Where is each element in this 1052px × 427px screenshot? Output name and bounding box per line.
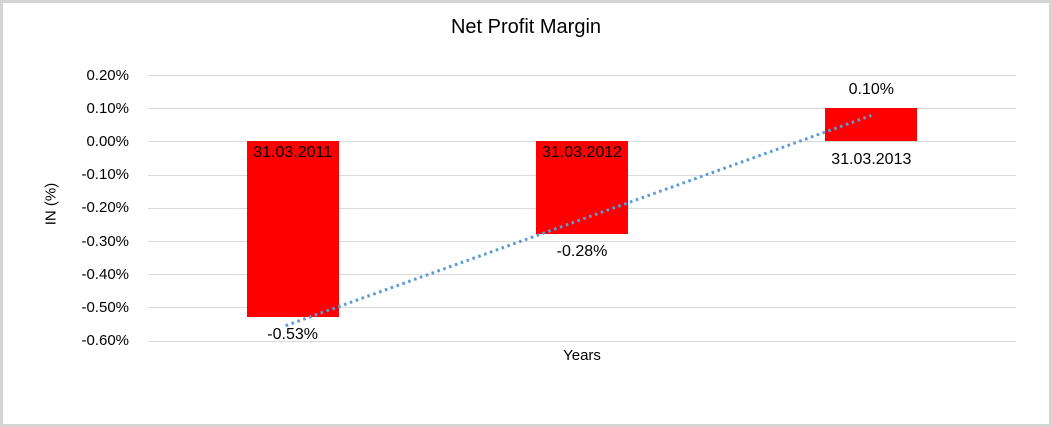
y-axis-tick-label: -0.20% [81,199,129,217]
bar-31.03.2011 [246,141,339,318]
y-axis-tick-label: 0.00% [86,132,129,150]
y-axis-tick-label: -0.30% [81,232,129,250]
y-gridline [148,108,1016,110]
y-axis-tick-label: -0.40% [81,265,129,283]
y-axis-tick-label: 0.10% [86,99,129,117]
bar-31.03.2013 [825,108,918,142]
chart-title: Net Profit Margin [450,16,602,38]
y-axis-tick-label: 0.20% [86,66,129,84]
y-axis-tick-label: -0.10% [81,166,129,184]
y-gridline [148,340,1016,342]
y-axis-tick-label: -0.60% [81,332,129,350]
x-axis-title: Years [563,347,601,364]
y-axis-tick-label: -0.50% [81,298,129,316]
value-label: -0.53% [267,326,319,344]
category-label: 31.03.2012 [541,144,623,162]
value-label: -0.28% [556,243,608,261]
y-gridline [148,75,1016,76]
value-label: 0.10% [848,81,895,99]
category-label: 31.03.2013 [831,151,912,169]
category-label: 31.03.2011 [253,144,333,162]
